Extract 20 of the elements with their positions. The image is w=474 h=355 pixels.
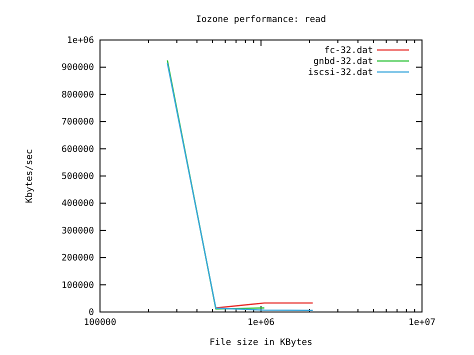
y-axis-title: Kbytes/sec — [25, 148, 35, 204]
y-tick-label: 700000 — [61, 118, 94, 128]
chart-title: Iozone performance: read — [196, 15, 326, 25]
x-tick-label: 1e+07 — [408, 318, 436, 328]
y-tick-label: 900000 — [61, 63, 94, 74]
y-tick-label: 600000 — [61, 144, 94, 155]
y-tick-label: 300000 — [61, 226, 94, 236]
y-tick-label: 100000 — [61, 280, 94, 291]
y-tick-label: 0 — [88, 308, 94, 318]
legend-label: fc-32.dat — [324, 46, 373, 56]
y-tick-label: 500000 — [61, 172, 94, 182]
y-tick-label: 200000 — [61, 254, 94, 264]
y-tick-label: 1e+06 — [66, 36, 94, 46]
x-tick-label: 1e+06 — [247, 318, 275, 328]
y-tick-label: 800000 — [61, 90, 94, 100]
x-tick-label: 100000 — [84, 318, 116, 328]
legend-label: iscsi-32.dat — [308, 68, 373, 78]
y-tick-label: 400000 — [61, 199, 94, 210]
legend-label: gnbd-32.dat — [313, 57, 373, 67]
x-axis-title: File size in KBytes — [210, 338, 312, 348]
